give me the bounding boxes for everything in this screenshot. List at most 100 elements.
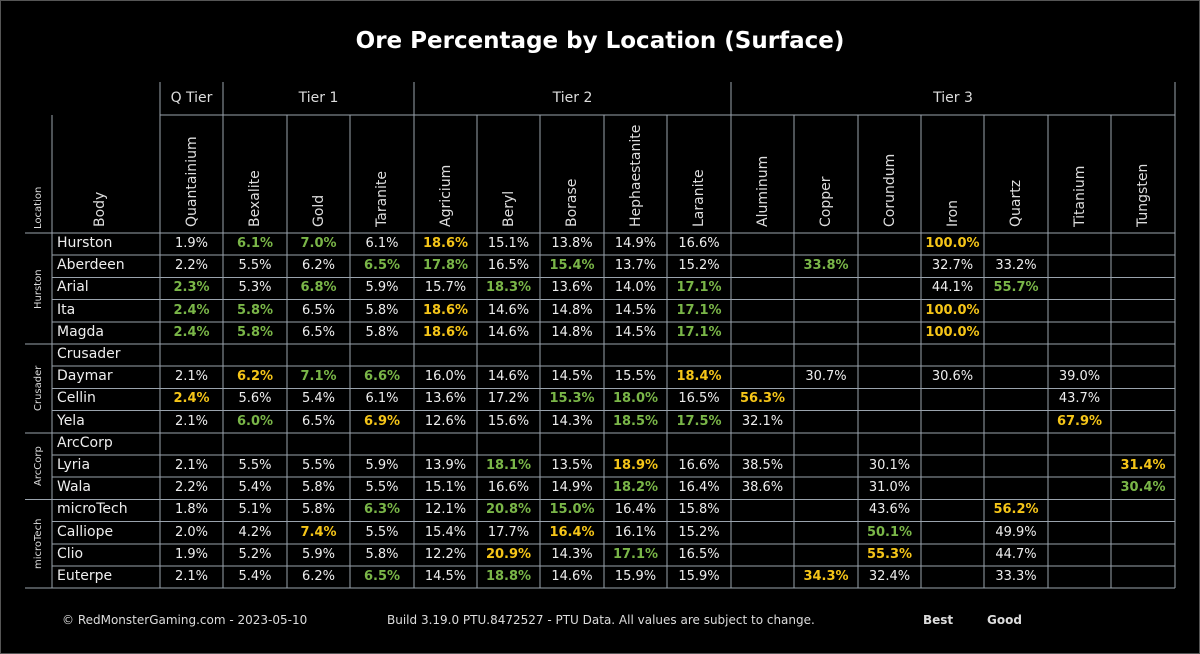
table-cell: 13.7% [614,258,657,274]
table-cell: 17.1% [676,280,722,296]
table-cell: 15.4% [549,258,595,274]
table-cell: 56.3% [739,391,786,407]
table-cell: 5.8% [301,502,336,518]
table-cell: 2.4% [173,324,210,340]
table-cell: 13.9% [424,458,467,473]
table-cell: 5.5% [238,458,272,473]
table-cell: 16.5% [678,546,720,562]
table-cell: 15.9% [678,569,720,584]
table-cell: 6.2% [301,258,336,274]
table-cell: 14.0% [614,280,657,296]
body-label: Euterpe [57,568,113,584]
table-cell: 6.2% [236,369,274,385]
table-cell: 6.0% [236,413,274,429]
table-cell: 17.8% [422,258,469,274]
column-header-tungsten: Tungsten [1135,163,1151,227]
table-cell: 38.5% [741,458,784,473]
table-cell: 2.4% [173,391,210,407]
column-header-borase: Borase [564,178,580,227]
body-label: Cellin [57,390,96,407]
table-cell: 6.3% [363,502,401,518]
table-cell: 17.1% [612,546,659,562]
chart-title: Ore Percentage by Location (Surface) [355,28,845,54]
table-cell: 15.2% [678,524,720,540]
table-cell: 16.5% [678,391,720,407]
table-cell: 14.8% [551,302,593,318]
location-label-microtech: microTech [33,518,44,569]
table-cell: 5.8% [236,302,274,318]
table-cell: 2.1% [174,569,209,584]
column-header-aluminum: Aluminum [754,155,771,227]
table-cell: 39.0% [1058,369,1101,385]
table-cell: 14.9% [614,236,657,251]
body-label: Lyria [57,457,91,473]
table-cell: 5.8% [365,302,399,318]
location-label-arccorp: ArcCorp [33,446,44,487]
table-cell: 2.1% [174,458,209,473]
legend-good: Good [987,613,1022,627]
location-label-crusader: Crusader [33,365,44,411]
table-cell: 14.3% [551,413,593,429]
table-cell: 34.3% [803,569,849,584]
table-cell: 18.1% [485,458,532,473]
legend-best: Best [923,613,954,627]
table-cell: 16.1% [614,524,657,540]
table-cell: 49.9% [995,524,1037,540]
column-header-laranite: Laranite [691,169,707,227]
body-label: Hurston [57,235,113,251]
table-cell: 2.3% [173,280,210,296]
table-cell: 14.6% [487,369,530,385]
table-cell: 32.4% [868,569,911,584]
table-cell: 15.9% [614,569,657,584]
table-cell: 44.1% [931,280,974,296]
table-cell: 16.6% [678,458,720,473]
table-cell: 67.9% [1056,413,1103,429]
table-cell: 6.6% [363,369,401,385]
table-cell: 50.1% [866,524,913,540]
table-cell: 5.5% [238,258,272,274]
table-cell: 15.7% [424,280,467,296]
table-cell: 18.6% [422,236,469,251]
table-cell: 13.6% [424,391,467,407]
table-cell: 16.4% [678,480,720,496]
table-cell: 5.8% [301,480,336,496]
table-cell: 15.4% [424,524,467,540]
table-cell: 13.5% [551,458,593,473]
table-cell: 7.1% [300,369,337,385]
table-cell: 17.1% [676,302,722,318]
table-cell: 5.5% [365,524,399,540]
column-header-copper: Copper [818,176,834,227]
body-label: Clio [57,545,84,562]
column-header-agricium: Agricium [437,164,454,227]
table-cell: 5.5% [365,480,399,496]
body-header: Body [92,191,108,227]
table-cell: 5.9% [365,280,399,296]
table-cell: 17.1% [676,324,722,340]
table-cell: 14.5% [614,302,657,318]
table-cell: 14.6% [487,302,530,318]
table-cell: 18.2% [612,480,659,496]
table-cell: 30.1% [868,458,911,473]
body-label: Calliope [57,523,114,540]
table-cell: 5.9% [365,458,399,473]
table-cell: 6.2% [301,569,336,584]
table-cell: 55.3% [866,546,913,562]
table-cell: 14.5% [614,324,657,340]
column-header-hephaestanite: Hephaestanite [627,124,644,227]
body-label: Arial [57,279,89,296]
body-label: Yela [57,412,85,429]
table-cell: 15.6% [487,413,530,429]
body-label: Aberdeen [57,257,125,274]
table-cell: 44.7% [995,546,1037,562]
table-cell: 14.9% [551,480,593,496]
table-cell: 2.2% [174,258,209,274]
column-header-gold: Gold [310,194,327,227]
table-cell: 32.7% [931,258,974,274]
table-cell: 6.5% [363,569,401,584]
table-cell: 13.8% [551,236,593,251]
table-cell: 14.6% [487,324,530,340]
table-cell: 55.7% [993,280,1039,296]
table-cell: 18.4% [676,369,722,385]
table-cell: 5.6% [238,391,272,407]
table-cell: 15.5% [614,369,657,385]
